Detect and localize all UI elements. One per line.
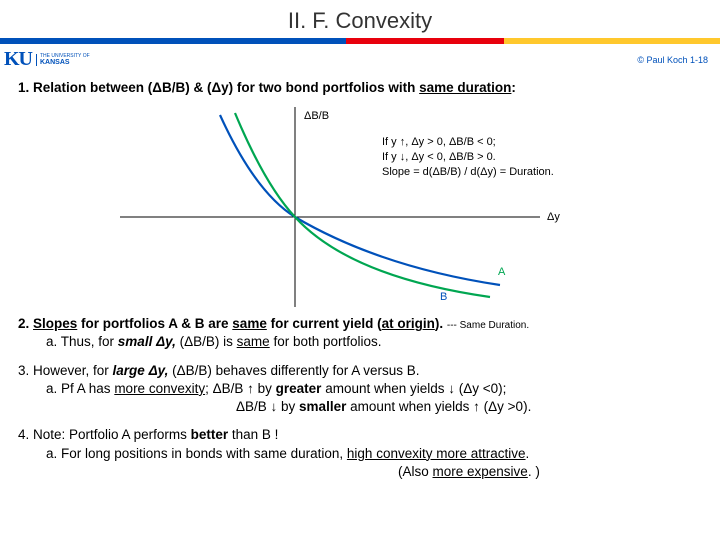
ku-logo: KU THE UNIVERSITY OF KANSAS bbox=[4, 48, 90, 71]
brand-bar bbox=[0, 38, 720, 44]
x-axis-label: Δy bbox=[547, 210, 560, 225]
curve-b-label: B bbox=[440, 290, 447, 305]
curve-a-label: A bbox=[498, 265, 505, 280]
convexity-chart: ΔB/B Δy A B If y ↑, Δy > 0, ΔB/B < 0; If… bbox=[18, 107, 702, 307]
slide-body: 1. Relation between (ΔB/B) & (Δy) for tw… bbox=[0, 73, 720, 481]
point-4: 4. Note: Portfolio A performs better tha… bbox=[18, 426, 702, 481]
ku-line2: KANSAS bbox=[40, 59, 90, 66]
y-axis-label: ΔB/B bbox=[304, 109, 329, 124]
point-2: 2. Slopes for portfolios A & B are same … bbox=[18, 315, 702, 351]
chart-annotation: If y ↑, Δy > 0, ΔB/B < 0; If y ↓, Δy < 0… bbox=[382, 135, 554, 180]
slide-title: II. F. Convexity bbox=[0, 0, 720, 38]
header-row: KU THE UNIVERSITY OF KANSAS © Paul Koch … bbox=[0, 44, 720, 73]
ku-mark: KU bbox=[4, 48, 32, 71]
point-3: 3. However, for large Δy, (ΔB/B) behaves… bbox=[18, 362, 702, 417]
point-1: 1. Relation between (ΔB/B) & (Δy) for tw… bbox=[18, 79, 702, 97]
copyright: © Paul Koch 1-18 bbox=[637, 55, 708, 65]
